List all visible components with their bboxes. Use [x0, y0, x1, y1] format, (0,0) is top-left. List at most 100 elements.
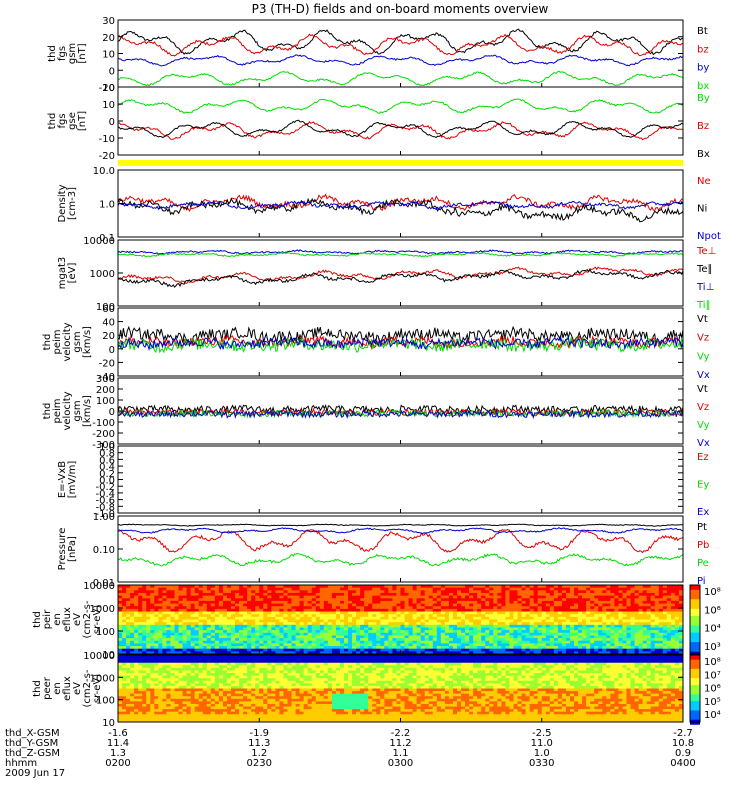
heatmap-cell: [348, 622, 353, 626]
heatmap-cell: [118, 595, 123, 599]
heatmap-cell: [243, 660, 248, 664]
heatmap-cell: [408, 624, 414, 628]
heatmap-cell: [448, 614, 454, 618]
heatmap-cell: [477, 640, 482, 644]
heatmap-cell: [251, 611, 256, 615]
heatmap-cell: [582, 611, 587, 615]
heatmap-cell: [432, 643, 438, 647]
heatmap-cell: [473, 608, 478, 612]
heatmap-cell: [630, 598, 635, 602]
heatmap-cell: [368, 603, 373, 607]
heatmap-cell: [348, 643, 353, 647]
heatmap-cell: [154, 675, 159, 679]
heatmap-cell: [251, 646, 256, 650]
heatmap-cell: [190, 703, 196, 707]
heatmap-cell: [521, 587, 527, 591]
heatmap-cell: [481, 606, 486, 610]
heatmap-cell: [557, 606, 563, 610]
heatmap-cell: [533, 635, 539, 639]
heatmap-cell: [331, 611, 337, 615]
heatmap-cell: [122, 651, 127, 655]
heatmap-cell: [392, 608, 397, 612]
heatmap-cell: [537, 640, 543, 644]
heatmap-cell: [259, 608, 264, 612]
heatmap-cell: [271, 673, 276, 677]
heatmap-cell: [352, 632, 357, 636]
heatmap-cell: [182, 614, 188, 618]
heatmap-cell: [590, 632, 595, 636]
heatmap-cell: [315, 606, 321, 610]
heatmap-cell: [634, 624, 640, 628]
heatmap-cell: [626, 603, 631, 607]
heatmap-cell: [138, 683, 143, 687]
heatmap-cell: [372, 640, 377, 644]
heatmap-cell: [126, 673, 131, 677]
heatmap-cell: [226, 646, 232, 650]
heatmap-cell: [134, 592, 139, 597]
heatmap-cell: [170, 587, 175, 591]
heatmap-cell: [138, 660, 143, 664]
heatmap-cell: [565, 648, 571, 652]
heatmap-cell: [275, 606, 280, 610]
heatmap-cell: [146, 622, 151, 626]
heatmap-cell: [408, 630, 414, 634]
heatmap-cell: [545, 585, 551, 589]
heatmap-cell: [392, 619, 397, 623]
heatmap-cell: [465, 616, 470, 620]
heatmap-cell: [146, 673, 151, 677]
heatmap-cell: [662, 640, 668, 644]
panel-frame: [117, 86, 684, 156]
heatmap-cell: [646, 651, 652, 655]
heatmap-cell: [319, 587, 325, 591]
heatmap-cell: [561, 616, 567, 620]
heatmap-cell: [142, 714, 147, 718]
heatmap-cell: [150, 719, 155, 723]
heatmap-cell: [674, 624, 680, 628]
heatmap-cell: [146, 619, 151, 623]
heatmap-cell: [561, 630, 567, 634]
heatmap-cell: [618, 587, 623, 591]
heatmap-cell: [214, 675, 220, 679]
heatmap-cell: [352, 606, 357, 610]
heatmap-cell: [646, 622, 652, 626]
heatmap-cell: [239, 648, 244, 652]
heatmap-cell: [335, 614, 341, 618]
heatmap-cell: [553, 622, 559, 626]
heatmap-cell: [130, 638, 135, 642]
heatmap-cell: [231, 590, 236, 594]
heatmap-cell: [335, 638, 341, 642]
heatmap-cell: [154, 648, 159, 652]
heatmap-cell: [570, 632, 575, 636]
heatmap-cell: [396, 651, 401, 655]
heatmap-cell: [582, 648, 587, 652]
ytick-label: 30: [102, 16, 115, 27]
heatmap-cell: [545, 651, 551, 655]
heatmap-cell: [598, 640, 603, 644]
heatmap-cell: [513, 616, 518, 620]
heatmap-cell: [158, 619, 163, 623]
heatmap-cell: [428, 648, 434, 652]
heatmap-cell: [303, 638, 309, 642]
heatmap-cell: [182, 630, 188, 634]
heatmap-cell: [457, 585, 462, 589]
heatmap-cell: [142, 655, 147, 658]
heatmap-cell: [372, 614, 377, 618]
heatmap-cell: [646, 648, 652, 652]
heatmap-cell: [416, 638, 422, 642]
heatmap-cell: [626, 632, 631, 636]
ytick-label: 10: [102, 650, 115, 661]
series-vt-line: [117, 325, 684, 345]
heatmap-cell: [214, 657, 220, 661]
heatmap-cell: [259, 606, 264, 610]
heatmap-cell: [202, 598, 208, 602]
heatmap-cell: [541, 638, 547, 642]
heatmap-cell: [452, 592, 458, 597]
heatmap-cell: [323, 614, 329, 618]
heatmap-cell: [323, 646, 329, 650]
heatmap-cell: [404, 595, 409, 599]
heatmap-cell: [497, 635, 502, 639]
heatmap-cell: [634, 646, 640, 650]
heatmap-cell: [239, 651, 244, 655]
heatmap-cell: [126, 640, 131, 644]
heatmap-cell: [186, 670, 192, 674]
